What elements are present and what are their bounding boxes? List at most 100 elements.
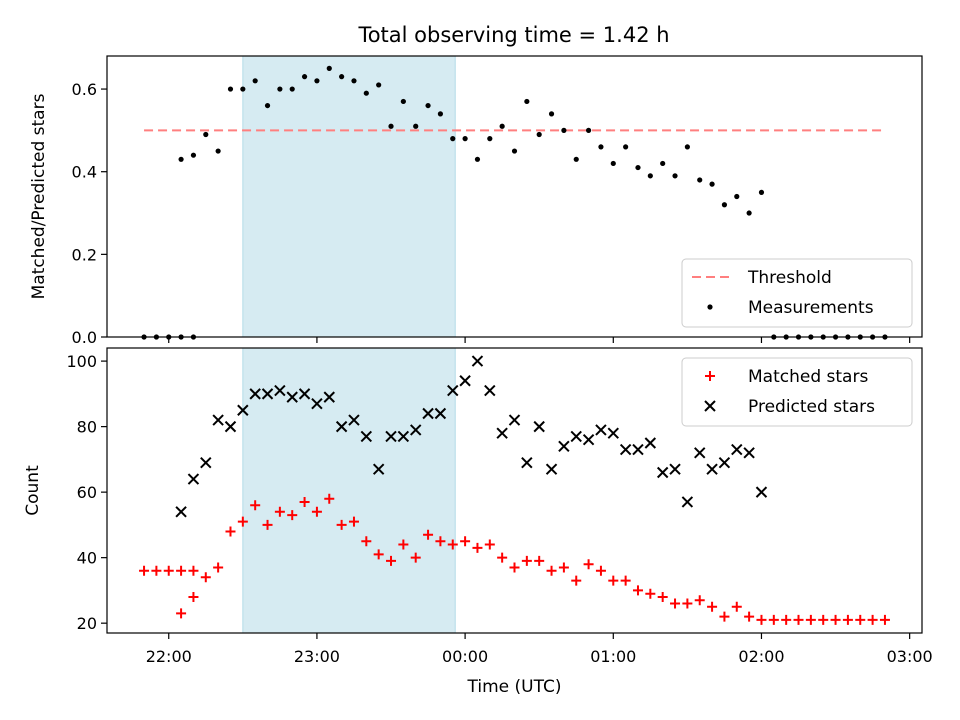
matched-star-point bbox=[855, 614, 866, 625]
matched-star-point bbox=[188, 565, 199, 576]
predicted-star-point bbox=[274, 384, 286, 397]
predicted-star-point bbox=[656, 466, 669, 479]
measurement-point bbox=[388, 123, 394, 129]
matched-star-point bbox=[188, 591, 199, 602]
measurement-point bbox=[227, 86, 234, 92]
measurement-point bbox=[252, 78, 258, 84]
matched-star-point bbox=[447, 539, 458, 550]
matched-star-point bbox=[793, 614, 804, 625]
matched-star-point bbox=[460, 536, 471, 547]
predicted-star-point bbox=[335, 420, 348, 433]
legend-label: Matched stars bbox=[748, 367, 868, 387]
legend-predicted-swatch bbox=[704, 400, 716, 412]
matched-star-point bbox=[558, 562, 569, 573]
y-tick-label: 0.2 bbox=[72, 245, 97, 264]
matched-star-point bbox=[546, 565, 557, 576]
measurement-point bbox=[623, 144, 629, 150]
matched-star-point bbox=[213, 562, 224, 573]
predicted-star-point bbox=[422, 407, 434, 420]
matched-star-point bbox=[805, 614, 816, 625]
matched-star-point bbox=[830, 614, 841, 625]
predicted-star-point bbox=[743, 447, 755, 459]
measurement-point bbox=[660, 160, 666, 167]
matched-star-point bbox=[472, 542, 483, 553]
y-axis-label: Count bbox=[23, 465, 43, 516]
predicted-star-point bbox=[385, 430, 397, 443]
predicted-star-point bbox=[249, 388, 261, 400]
measurement-point bbox=[548, 111, 555, 117]
y-tick-label: 40 bbox=[77, 549, 97, 568]
matched-star-point bbox=[176, 565, 187, 576]
x-tick-label: 02:00 bbox=[738, 647, 784, 666]
measurement-point bbox=[400, 98, 406, 105]
x-tick-label: 03:00 bbox=[887, 647, 933, 666]
measurement-point bbox=[536, 131, 542, 138]
measurement-point bbox=[437, 111, 444, 117]
predicted-star-point bbox=[410, 424, 422, 436]
matched-star-point bbox=[274, 506, 285, 517]
measurement-point bbox=[758, 189, 765, 195]
x-tick-label: 01:00 bbox=[590, 647, 636, 666]
matched-star-point bbox=[348, 516, 359, 527]
predicted-star-point bbox=[718, 456, 731, 469]
matched-star-point bbox=[484, 539, 495, 550]
measurement-point bbox=[326, 65, 332, 71]
matched-star-point bbox=[361, 536, 372, 547]
matched-star-point bbox=[583, 559, 594, 570]
matched-star-point bbox=[595, 565, 606, 576]
legend-label: Measurements bbox=[748, 298, 874, 318]
matched-star-point bbox=[657, 591, 668, 602]
predicted-star-point bbox=[397, 430, 410, 443]
y-tick-label: 100 bbox=[66, 352, 97, 371]
matched-star-point bbox=[237, 516, 248, 527]
measurement-point bbox=[561, 127, 567, 133]
matched-star-point bbox=[879, 614, 890, 625]
matched-star-point bbox=[410, 552, 421, 563]
x-axis-label: Time (UTC) bbox=[467, 677, 562, 697]
matched-star-point bbox=[608, 575, 619, 586]
predicted-star-point bbox=[570, 430, 582, 443]
matched-star-point bbox=[373, 549, 384, 560]
matched-star-point bbox=[497, 552, 508, 563]
measurement-point bbox=[413, 123, 419, 129]
legend-box bbox=[681, 258, 913, 328]
predicted-star-point bbox=[582, 434, 595, 446]
measurement-point bbox=[240, 86, 246, 92]
measurement-point bbox=[190, 152, 197, 158]
matched-star-point bbox=[386, 555, 397, 566]
measurement-point bbox=[474, 156, 481, 162]
predicted-star-point bbox=[545, 463, 558, 475]
predicted-star-point bbox=[434, 407, 447, 420]
matched-star-point bbox=[324, 493, 335, 504]
matched-star-point bbox=[620, 575, 631, 586]
predicted-star-point bbox=[175, 506, 187, 518]
predicted-star-point bbox=[644, 437, 657, 449]
predicted-star-point bbox=[471, 355, 484, 367]
matched-star-point bbox=[139, 565, 150, 576]
measurement-point bbox=[289, 86, 295, 92]
measurement-point bbox=[573, 156, 579, 162]
predicted-star-point bbox=[706, 463, 718, 475]
y-tick-label: 80 bbox=[77, 418, 97, 437]
predicted-star-point bbox=[533, 420, 545, 433]
predicted-star-point bbox=[595, 424, 607, 436]
measurement-point bbox=[598, 144, 604, 150]
matched-star-point bbox=[200, 572, 211, 583]
predicted-star-point bbox=[755, 486, 768, 498]
matched-star-point bbox=[262, 519, 273, 530]
matched-star-point bbox=[423, 529, 434, 540]
predicted-star-point bbox=[447, 384, 459, 397]
x-tick-label: 22:00 bbox=[146, 647, 192, 666]
measurement-point bbox=[203, 131, 209, 138]
matched-star-point bbox=[818, 614, 829, 625]
observing-window-span bbox=[242, 347, 456, 634]
y-axis-label: Matched/Predicted stars bbox=[29, 93, 49, 299]
matched-star-point bbox=[756, 614, 767, 625]
matched-star-point bbox=[151, 565, 162, 576]
measurement-point bbox=[376, 82, 382, 88]
matched-star-point bbox=[645, 588, 656, 599]
measurement-point bbox=[277, 86, 283, 92]
matched-star-point bbox=[435, 536, 446, 547]
matched-star-point bbox=[287, 510, 298, 521]
matched-star-point bbox=[731, 601, 742, 612]
